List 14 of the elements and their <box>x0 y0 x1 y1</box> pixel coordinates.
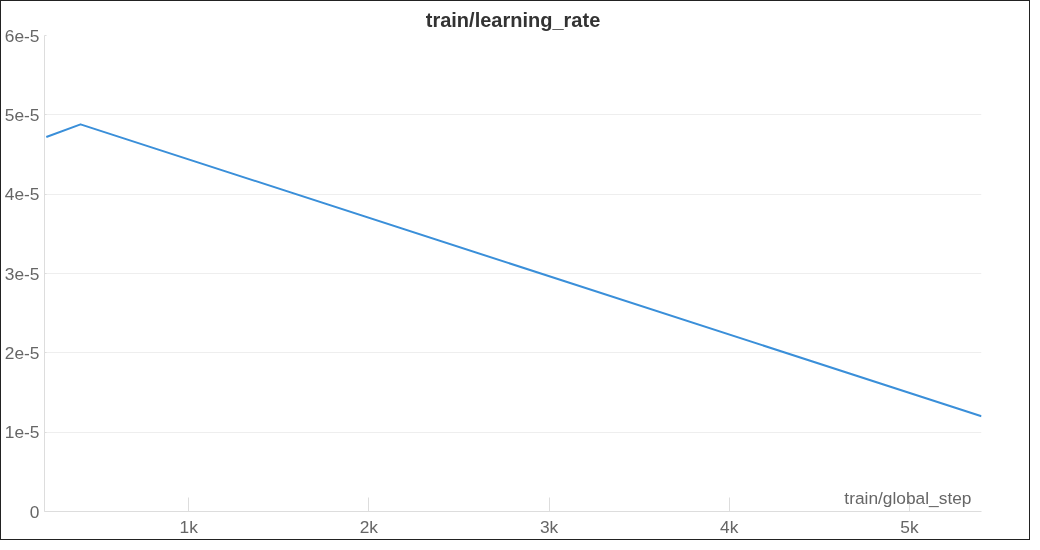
y-tick-label: 1e-5 <box>4 422 40 443</box>
y-tick-label: 3e-5 <box>4 263 40 284</box>
x-tick-label: 5k <box>900 516 919 537</box>
y-tick-label: 0 <box>29 501 40 522</box>
x-axis-title: train/global_step <box>844 487 972 508</box>
chart-title: train/learning_rate <box>425 8 601 31</box>
y-tick-label: 5e-5 <box>4 104 40 125</box>
x-tick-label: 3k <box>539 516 559 537</box>
y-tick-label: 2e-5 <box>4 342 40 363</box>
x-tick-label: 2k <box>359 516 379 537</box>
x-tick-label: 1k <box>179 516 199 537</box>
y-tick-label: 6e-5 <box>4 25 40 46</box>
x-tick-label: 4k <box>720 516 739 537</box>
y-tick-label: 4e-5 <box>4 184 40 205</box>
